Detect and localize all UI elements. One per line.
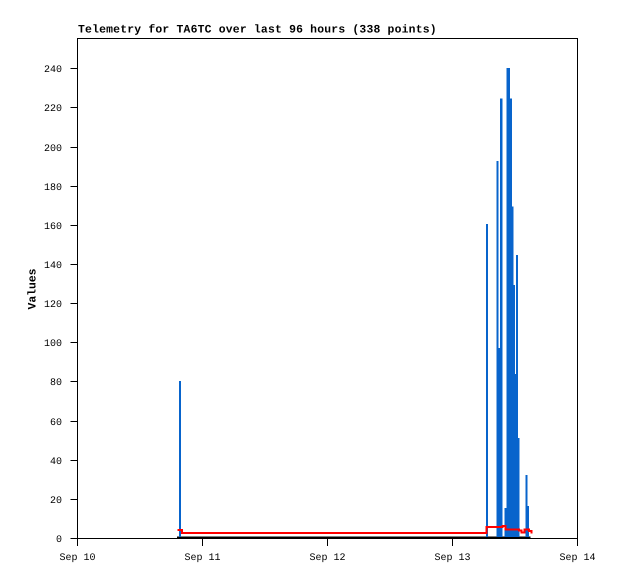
svg-text:200: 200 bbox=[44, 144, 62, 155]
svg-text:140: 140 bbox=[44, 261, 62, 272]
svg-text:Telemetry for TA6TC over last: Telemetry for TA6TC over last 96 hours (… bbox=[78, 24, 437, 37]
svg-text:Sep 13: Sep 13 bbox=[434, 553, 470, 564]
svg-text:20: 20 bbox=[50, 496, 62, 507]
svg-text:180: 180 bbox=[44, 183, 62, 194]
svg-text:0: 0 bbox=[56, 535, 62, 546]
svg-text:Values: Values bbox=[27, 268, 40, 309]
svg-text:60: 60 bbox=[50, 418, 62, 429]
svg-text:80: 80 bbox=[50, 378, 62, 389]
svg-text:100: 100 bbox=[44, 339, 62, 350]
svg-text:Sep 10: Sep 10 bbox=[59, 553, 95, 564]
svg-text:160: 160 bbox=[44, 222, 62, 233]
svg-text:220: 220 bbox=[44, 104, 62, 115]
svg-text:Sep 14: Sep 14 bbox=[559, 553, 595, 564]
svg-text:Sep 11: Sep 11 bbox=[184, 553, 220, 564]
svg-text:Sep 12: Sep 12 bbox=[309, 553, 345, 564]
svg-text:240: 240 bbox=[44, 65, 62, 76]
svg-text:40: 40 bbox=[50, 457, 62, 468]
svg-text:120: 120 bbox=[44, 300, 62, 311]
